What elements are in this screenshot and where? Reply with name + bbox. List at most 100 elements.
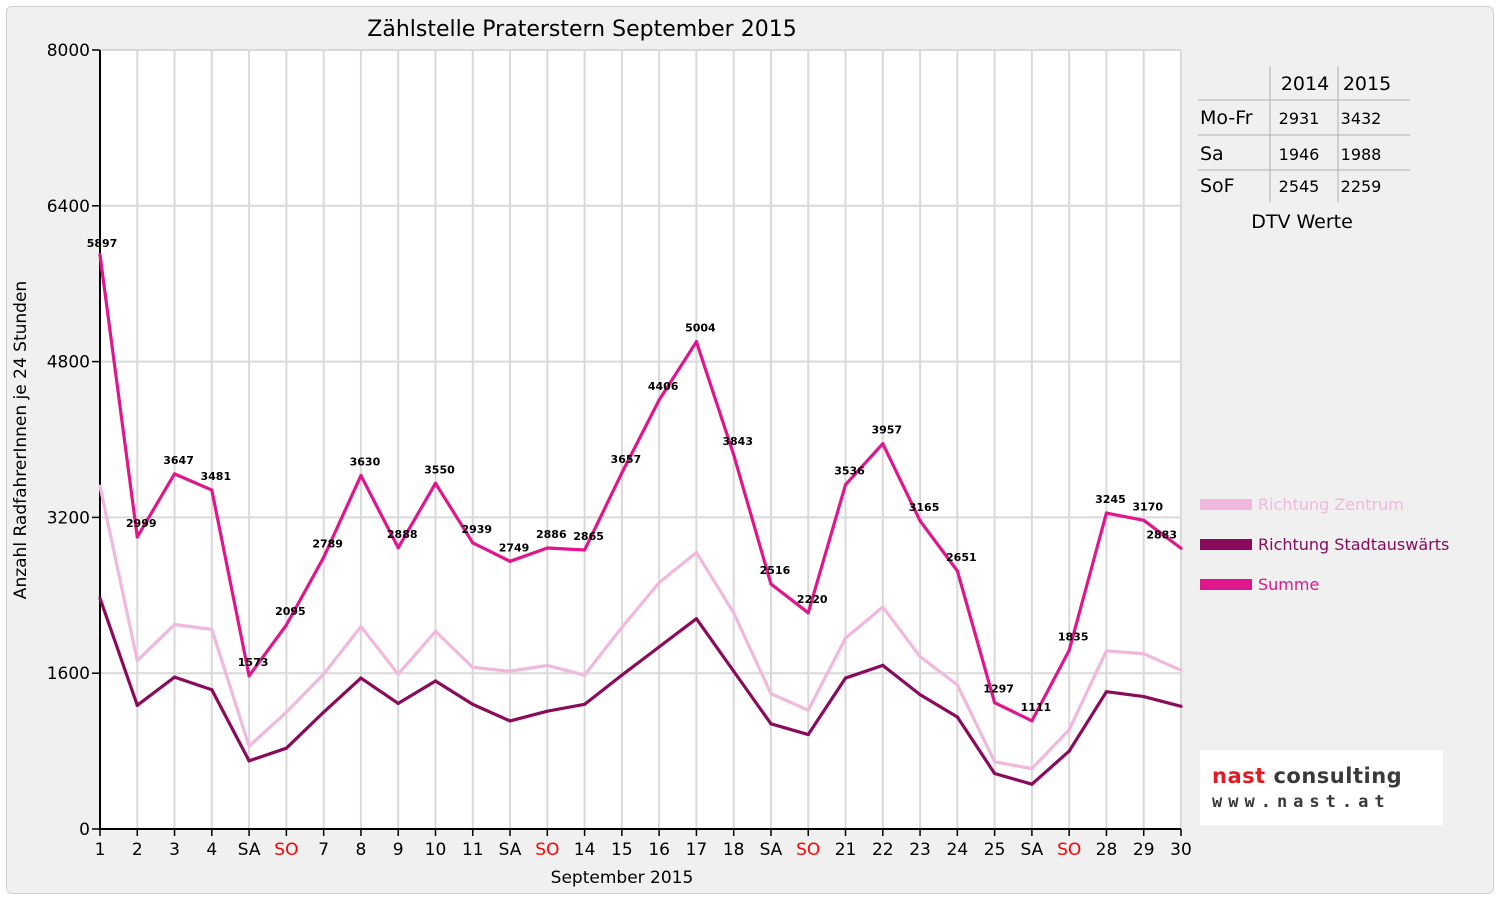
data-point bbox=[1142, 518, 1146, 522]
x-tick-label: 30 bbox=[1170, 840, 1192, 860]
x-tick-label: 14 bbox=[574, 840, 596, 860]
data-point bbox=[657, 581, 661, 585]
data-label: 5004 bbox=[685, 322, 716, 335]
data-label: 3630 bbox=[350, 456, 381, 469]
data-point bbox=[993, 771, 997, 776]
dtv-col-header: 2014 bbox=[1281, 73, 1329, 95]
x-tick-label: SO bbox=[1057, 840, 1081, 860]
data-label: 3957 bbox=[871, 424, 902, 437]
y-tick-label: 1600 bbox=[47, 664, 90, 684]
data-label: 1297 bbox=[983, 683, 1014, 696]
data-point bbox=[769, 582, 773, 586]
x-tick-label: 29 bbox=[1133, 840, 1155, 860]
x-tick-label: SO bbox=[796, 840, 820, 860]
data-point bbox=[694, 550, 699, 555]
data-point bbox=[545, 663, 549, 668]
data-point bbox=[433, 679, 438, 683]
data-point bbox=[620, 471, 624, 475]
data-point bbox=[1179, 668, 1183, 672]
legend-label: Summe bbox=[1258, 575, 1319, 594]
dtv-cell: 1946 bbox=[1279, 145, 1320, 164]
data-point bbox=[1104, 511, 1109, 515]
data-point bbox=[582, 548, 587, 552]
x-tick-label: 17 bbox=[686, 840, 708, 860]
data-point bbox=[806, 611, 810, 615]
data-label: 3657 bbox=[611, 453, 642, 466]
data-point bbox=[582, 702, 587, 706]
y-tick-label: 6400 bbox=[47, 197, 90, 217]
data-label: 4406 bbox=[648, 380, 679, 393]
x-tick-label: 1 bbox=[95, 840, 106, 860]
data-point bbox=[806, 732, 810, 737]
data-label: 5897 bbox=[87, 237, 118, 250]
data-label: 2865 bbox=[573, 530, 604, 543]
data-point bbox=[955, 569, 959, 573]
data-label: 1835 bbox=[1058, 630, 1089, 643]
data-point bbox=[135, 535, 139, 539]
data-point bbox=[1030, 719, 1034, 723]
data-point bbox=[582, 673, 587, 677]
data-point bbox=[881, 605, 885, 609]
data-point bbox=[732, 611, 736, 615]
data-point bbox=[1030, 782, 1034, 786]
data-label: 2220 bbox=[797, 593, 828, 606]
data-point bbox=[284, 710, 288, 714]
data-point bbox=[98, 484, 102, 488]
data-point bbox=[1067, 648, 1071, 652]
dtv-row-label: Mo-Fr bbox=[1200, 107, 1253, 129]
data-label: 3843 bbox=[722, 435, 753, 448]
logo-brand: nast bbox=[1212, 764, 1266, 788]
x-tick-label: SA bbox=[760, 840, 783, 860]
data-point bbox=[1142, 652, 1146, 656]
data-point bbox=[806, 708, 810, 712]
data-point bbox=[620, 673, 624, 677]
data-point bbox=[881, 663, 885, 668]
data-point bbox=[545, 546, 549, 550]
x-tick-label: 3 bbox=[169, 840, 180, 860]
data-point bbox=[172, 622, 177, 627]
data-point bbox=[1067, 728, 1071, 732]
data-point bbox=[769, 722, 773, 726]
data-point bbox=[247, 674, 251, 678]
dtv-cell: 2931 bbox=[1279, 109, 1320, 128]
dtv-col-header: 2015 bbox=[1343, 73, 1391, 95]
data-label: 2999 bbox=[126, 517, 157, 530]
series-layer bbox=[98, 253, 1183, 786]
legend-swatch bbox=[1200, 579, 1252, 590]
x-tick-label: 18 bbox=[723, 840, 745, 860]
data-point bbox=[843, 483, 848, 487]
data-point bbox=[433, 481, 438, 485]
data-point bbox=[881, 442, 885, 446]
data-point bbox=[843, 636, 848, 640]
y-tick-label: 3200 bbox=[47, 508, 90, 528]
data-point bbox=[322, 672, 326, 676]
data-point bbox=[1104, 690, 1109, 694]
data-point bbox=[657, 398, 661, 402]
data-point bbox=[508, 559, 512, 563]
data-point bbox=[359, 624, 363, 629]
chart-title: Zählstelle Praterstern September 2015 bbox=[367, 17, 796, 42]
dtv-caption: DTV Werte bbox=[1251, 211, 1353, 233]
data-label: 2888 bbox=[387, 528, 418, 541]
legend-swatch bbox=[1200, 499, 1252, 510]
series-line-0 bbox=[98, 485, 1182, 771]
data-point bbox=[396, 701, 400, 705]
data-point bbox=[508, 719, 512, 723]
legend: Richtung Zentrum Richtung Stadtauswärts Su… bbox=[1200, 495, 1449, 594]
data-point bbox=[955, 683, 959, 687]
data-point bbox=[1179, 546, 1183, 550]
grid bbox=[100, 49, 1182, 829]
data-point bbox=[955, 715, 959, 719]
data-label: 1111 bbox=[1021, 701, 1052, 714]
dtv-cell: 3432 bbox=[1341, 109, 1382, 128]
x-tick-label: SA bbox=[1021, 840, 1044, 860]
data-label: 3170 bbox=[1132, 500, 1163, 513]
nast-consulting-logo: nast consulting www.nast.at bbox=[1200, 750, 1443, 825]
data-point bbox=[1104, 649, 1109, 653]
x-axis-label: September 2015 bbox=[551, 868, 694, 888]
x-tick-label: 16 bbox=[648, 840, 670, 860]
data-point bbox=[396, 546, 400, 550]
x-tick-label: 11 bbox=[462, 840, 484, 860]
